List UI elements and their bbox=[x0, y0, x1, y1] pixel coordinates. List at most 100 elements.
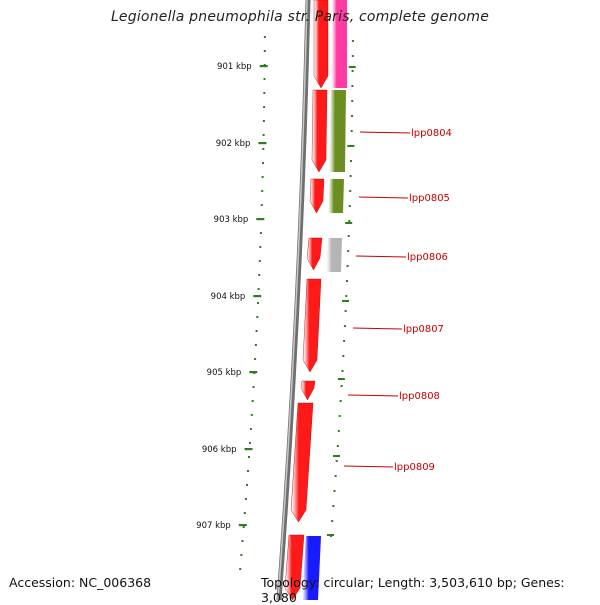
gene-label: lpp0805 bbox=[409, 193, 450, 204]
gene-block-olive bbox=[328, 179, 344, 213]
tick-dot-outer bbox=[343, 340, 346, 342]
tick-dot-outer bbox=[351, 100, 354, 102]
gene-label: lpp0808 bbox=[399, 391, 440, 402]
tick-dot bbox=[257, 302, 259, 304]
tick-dot bbox=[259, 246, 262, 248]
tick-dot bbox=[246, 484, 248, 486]
gene-arrow bbox=[309, 178, 325, 214]
gene-arrow bbox=[313, 0, 329, 89]
outer-major-tick bbox=[342, 300, 349, 302]
gene-arrow bbox=[306, 237, 323, 271]
tick-dot bbox=[263, 78, 266, 80]
tick-dot bbox=[262, 148, 265, 150]
tick-dot-outer bbox=[335, 460, 338, 462]
tick-dot bbox=[259, 232, 262, 234]
tick-dot bbox=[249, 442, 251, 444]
tick-dot-outer bbox=[351, 55, 354, 57]
scale-label: 907 kbp bbox=[196, 521, 231, 531]
tick-dot-outer bbox=[332, 505, 335, 507]
tick-dot-outer bbox=[349, 175, 352, 177]
tick-dot-outer bbox=[350, 160, 352, 162]
tick-dot-outer bbox=[331, 520, 334, 522]
tick-dot-outer bbox=[351, 115, 353, 117]
tick-dot bbox=[241, 540, 244, 542]
tick-dot-outer bbox=[345, 295, 348, 297]
tick-dot-outer bbox=[347, 250, 350, 252]
tick-dot bbox=[248, 456, 250, 458]
tick-dot-outer bbox=[336, 445, 339, 447]
tick-dot bbox=[263, 50, 266, 52]
major-tick bbox=[256, 218, 265, 221]
tick-dot bbox=[242, 526, 245, 528]
tick-dot bbox=[262, 120, 265, 122]
major-tick bbox=[249, 371, 258, 374]
gene-block-olive bbox=[329, 90, 346, 172]
gene-arrow bbox=[311, 89, 328, 173]
gene-block-grey bbox=[326, 238, 342, 272]
tick-dot-outer bbox=[342, 355, 345, 357]
tick-dot-outer bbox=[351, 85, 354, 87]
backbone bbox=[276, 0, 311, 600]
tick-dot-outer bbox=[348, 205, 351, 207]
tick-dot bbox=[261, 190, 264, 192]
tick-dot-outer bbox=[337, 430, 340, 432]
map-title: Legionella pneumophila str. Paris, compl… bbox=[110, 9, 490, 25]
scale-label: 904 kbp bbox=[211, 292, 246, 302]
tick-dot bbox=[255, 330, 258, 332]
outer-major-tick bbox=[337, 378, 345, 380]
tick-dot bbox=[240, 554, 243, 556]
gene-block-blue bbox=[302, 536, 321, 600]
major-tick bbox=[244, 448, 253, 451]
tick-dot-outer bbox=[344, 310, 347, 312]
accession-text: Accession: NC_006368 bbox=[9, 575, 152, 590]
scale-label: 905 kbp bbox=[207, 368, 242, 378]
tick-dot-outer bbox=[346, 280, 348, 282]
tick-dot-outer bbox=[351, 70, 354, 72]
label-leader-line bbox=[352, 327, 403, 330]
gene-label: lpp0806 bbox=[407, 252, 448, 263]
major-tick bbox=[259, 65, 268, 68]
outer-major-tick bbox=[348, 66, 356, 68]
tick-dot bbox=[239, 568, 242, 570]
outer-major-tick bbox=[333, 455, 340, 457]
outer-major-tick bbox=[345, 222, 353, 224]
gene-arrow bbox=[300, 380, 316, 401]
gene-arrow bbox=[302, 278, 322, 373]
tick-dot bbox=[263, 106, 266, 108]
tick-dot-outer bbox=[339, 400, 342, 402]
label-leader-line bbox=[355, 255, 407, 258]
tick-dot bbox=[250, 414, 253, 416]
tick-dot-outer bbox=[351, 40, 354, 42]
tick-dot-outer bbox=[343, 325, 346, 327]
tick-dot bbox=[263, 92, 266, 94]
tick-dot bbox=[258, 260, 261, 262]
tick-dot bbox=[256, 316, 259, 318]
major-tick bbox=[258, 142, 267, 145]
tick-dot bbox=[254, 358, 257, 360]
major-tick bbox=[238, 524, 247, 527]
tick-dot-outer bbox=[350, 130, 353, 132]
tick-dot bbox=[262, 134, 265, 136]
backbone-highlight bbox=[277, 0, 308, 600]
tick-dot bbox=[251, 400, 254, 402]
gene-label: lpp0804 bbox=[411, 128, 452, 139]
tick-dot bbox=[243, 512, 246, 514]
tick-dot bbox=[252, 386, 255, 388]
scale-label: 906 kbp bbox=[202, 445, 237, 455]
tick-dot-outer bbox=[340, 385, 343, 387]
scale-label: 902 kbp bbox=[216, 139, 251, 149]
tick-dot-outer bbox=[341, 370, 344, 372]
gene-arrow bbox=[290, 402, 314, 523]
label-leader-line bbox=[358, 196, 409, 199]
scale-label: 903 kbp bbox=[214, 215, 249, 225]
tick-dot-outer bbox=[338, 415, 341, 417]
outer-major-tick bbox=[327, 534, 334, 536]
tick-dot bbox=[249, 428, 252, 430]
label-leader-line bbox=[343, 465, 394, 468]
tick-dot-outer bbox=[346, 265, 349, 267]
tick-dot bbox=[261, 176, 264, 178]
label-leader-line bbox=[347, 394, 399, 397]
tick-dot-outer bbox=[348, 220, 351, 222]
tick-dot bbox=[263, 36, 266, 38]
